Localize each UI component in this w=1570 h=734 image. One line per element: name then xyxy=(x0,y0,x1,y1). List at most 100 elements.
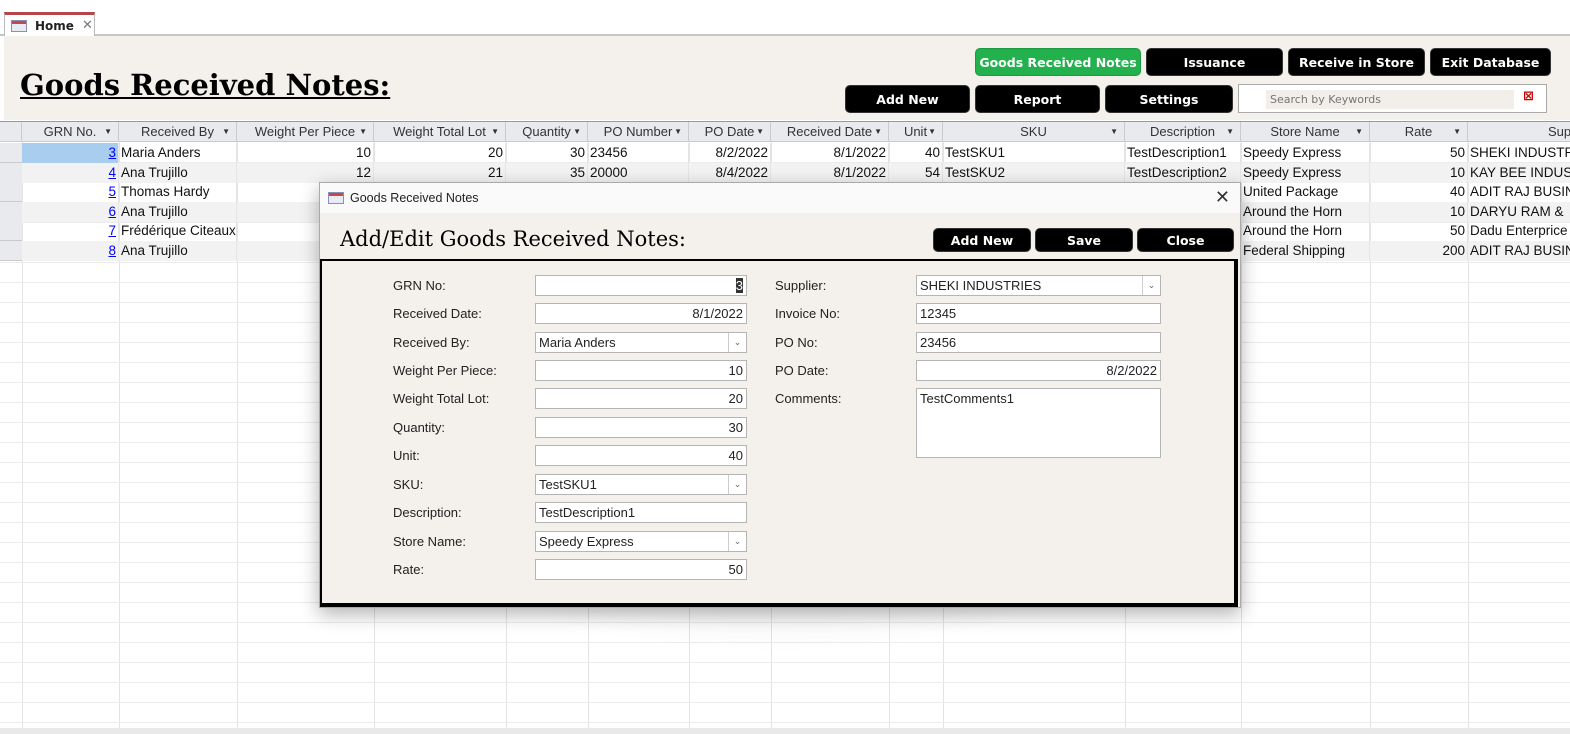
select-all-corner[interactable] xyxy=(0,122,22,142)
column-header[interactable]: Weight Per Piece ▼ xyxy=(237,122,374,142)
invoice-no-field[interactable]: 12345 xyxy=(916,303,1161,324)
table-cell: Frédérique Citeaux xyxy=(119,221,237,242)
column-header[interactable]: GRN No. ▼ xyxy=(22,122,119,142)
sort-filter-dropdown-icon[interactable]: ▼ xyxy=(491,127,499,136)
row-selector[interactable] xyxy=(0,201,22,222)
sort-filter-dropdown-icon[interactable]: ▼ xyxy=(1226,127,1234,136)
description-field[interactable]: TestDescription1 xyxy=(535,502,747,523)
po-date-field[interactable]: 8/2/2022 xyxy=(916,360,1161,381)
received-by-field[interactable]: Maria Anders ⌄ xyxy=(535,332,747,353)
table-cell[interactable]: 5 xyxy=(22,182,119,203)
sort-filter-dropdown-icon[interactable]: ▼ xyxy=(928,127,936,136)
receive-in-store-button[interactable]: Receive in Store xyxy=(1288,48,1425,76)
sort-filter-dropdown-icon[interactable]: ▼ xyxy=(756,127,764,136)
sort-filter-dropdown-icon[interactable]: ▼ xyxy=(674,127,682,136)
row-selector[interactable] xyxy=(0,241,22,261)
sort-filter-dropdown-icon[interactable]: ▼ xyxy=(874,127,882,136)
sort-filter-dropdown-icon[interactable]: ▼ xyxy=(1453,127,1461,136)
dialog-title: Goods Received Notes xyxy=(350,191,479,205)
column-header-label: SKU xyxy=(1020,124,1047,139)
sort-filter-dropdown-icon[interactable]: ▼ xyxy=(1355,127,1363,136)
table-cell: 20 xyxy=(374,143,506,163)
add-new-button[interactable]: Add New xyxy=(845,85,970,113)
chevron-down-icon[interactable]: ⌄ xyxy=(728,333,746,352)
sort-filter-dropdown-icon[interactable]: ▼ xyxy=(222,127,230,136)
table-cell[interactable]: 4 xyxy=(22,162,119,183)
field-value: SHEKI INDUSTRIES xyxy=(920,278,1042,293)
exit-database-button[interactable]: Exit Database xyxy=(1430,48,1551,76)
po-no-field[interactable]: 23456 xyxy=(916,332,1161,353)
row-selector[interactable] xyxy=(0,221,22,242)
table-cell[interactable]: 3 xyxy=(22,143,119,163)
column-header-label: PO Date xyxy=(704,124,755,139)
grn-link[interactable]: 7 xyxy=(108,223,116,239)
column-header-label: Received By xyxy=(141,124,214,139)
clear-filter-icon[interactable]: ⊠ xyxy=(1523,89,1534,104)
column-header[interactable]: PO Date ▼ xyxy=(689,122,771,142)
table-cell: 10 xyxy=(1370,201,1468,222)
row-selector[interactable] xyxy=(0,143,22,163)
dialog-close-button[interactable]: Close xyxy=(1137,228,1234,252)
received-date-field[interactable]: 8/1/2022 xyxy=(535,303,747,324)
quantity-field[interactable]: 30 xyxy=(535,417,747,438)
chevron-down-icon[interactable]: ⌄ xyxy=(728,475,746,494)
grn-link[interactable]: 6 xyxy=(108,203,116,219)
column-header[interactable]: Supplier xyxy=(1468,122,1570,142)
column-header[interactable]: Quantity ▼ xyxy=(506,122,588,142)
column-header-label: Rate xyxy=(1404,124,1433,139)
column-header[interactable]: PO Number ▼ xyxy=(588,122,689,142)
column-header[interactable]: Description ▼ xyxy=(1125,122,1241,142)
dialog-save-button[interactable]: Save xyxy=(1035,228,1133,252)
supplier-field[interactable]: SHEKI INDUSTRIES ⌄ xyxy=(916,275,1161,296)
column-header[interactable]: Rate ▼ xyxy=(1370,122,1468,142)
row-selector[interactable] xyxy=(0,162,22,183)
column-header[interactable]: Weight Total Lot ▼ xyxy=(374,122,506,142)
issuance-button[interactable]: Issuance xyxy=(1146,48,1283,76)
table-cell: 200 xyxy=(1370,241,1468,261)
chevron-down-icon[interactable]: ⌄ xyxy=(1142,276,1160,295)
column-header[interactable]: Received By ▼ xyxy=(119,122,237,142)
sort-filter-dropdown-icon[interactable]: ▼ xyxy=(1110,127,1118,136)
sort-filter-dropdown-icon[interactable]: ▼ xyxy=(573,127,581,136)
grn-link[interactable]: 8 xyxy=(108,243,116,258)
settings-button[interactable]: Settings xyxy=(1105,85,1233,113)
field-label: Received Date: xyxy=(393,306,482,321)
grn-link[interactable]: 4 xyxy=(108,164,116,180)
dialog-title-bar[interactable]: Goods Received Notes ✕ xyxy=(320,183,1240,213)
close-tab-icon[interactable]: ✕ xyxy=(81,18,93,33)
table-cell[interactable]: 6 xyxy=(22,201,119,222)
search-input[interactable] xyxy=(1266,90,1514,109)
column-header[interactable]: Store Name ▼ xyxy=(1241,122,1370,142)
sort-filter-dropdown-icon[interactable]: ▼ xyxy=(359,127,367,136)
table-cell[interactable]: 8 xyxy=(22,241,119,261)
store-name-field[interactable]: Speedy Express ⌄ xyxy=(535,531,747,552)
column-header-label: Quantity xyxy=(522,124,571,139)
table-cell[interactable]: 7 xyxy=(22,221,119,242)
column-header[interactable]: Received Date ▼ xyxy=(771,122,889,142)
tab-home[interactable]: Home ✕ xyxy=(4,12,95,36)
grn-no-field[interactable]: 3 xyxy=(535,275,747,296)
close-icon[interactable]: ✕ xyxy=(1214,187,1230,207)
column-header[interactable]: SKU ▼ xyxy=(943,122,1125,142)
row-selector[interactable] xyxy=(0,182,22,203)
dialog-add-new-button[interactable]: Add New xyxy=(933,228,1031,252)
weight-per-piece-field[interactable]: 10 xyxy=(535,360,747,381)
column-header[interactable]: Unit ▼ xyxy=(889,122,943,142)
field-label: Store Name: xyxy=(393,534,466,549)
rate-field[interactable]: 50 xyxy=(535,559,747,580)
grn-link[interactable]: 5 xyxy=(108,184,116,200)
weight-total-lot-field[interactable]: 20 xyxy=(535,388,747,409)
report-button[interactable]: Report xyxy=(975,85,1100,113)
sort-filter-dropdown-icon[interactable]: ▼ xyxy=(104,127,112,136)
chevron-down-icon[interactable]: ⌄ xyxy=(728,532,746,551)
grn-link[interactable]: 3 xyxy=(108,145,116,160)
unit-field[interactable]: 40 xyxy=(535,445,747,466)
table-cell: 8/4/2022 xyxy=(689,162,771,183)
field-value: Maria Anders xyxy=(539,335,616,350)
column-header-label: Store Name xyxy=(1270,124,1340,139)
field-value: 40 xyxy=(728,448,743,463)
table-cell: 23456 xyxy=(588,143,689,163)
goods-received-notes-button[interactable]: Goods Received Notes xyxy=(975,48,1141,76)
sku-field[interactable]: TestSKU1 ⌄ xyxy=(535,474,747,495)
comments-field[interactable]: TestComments1 xyxy=(916,388,1161,458)
